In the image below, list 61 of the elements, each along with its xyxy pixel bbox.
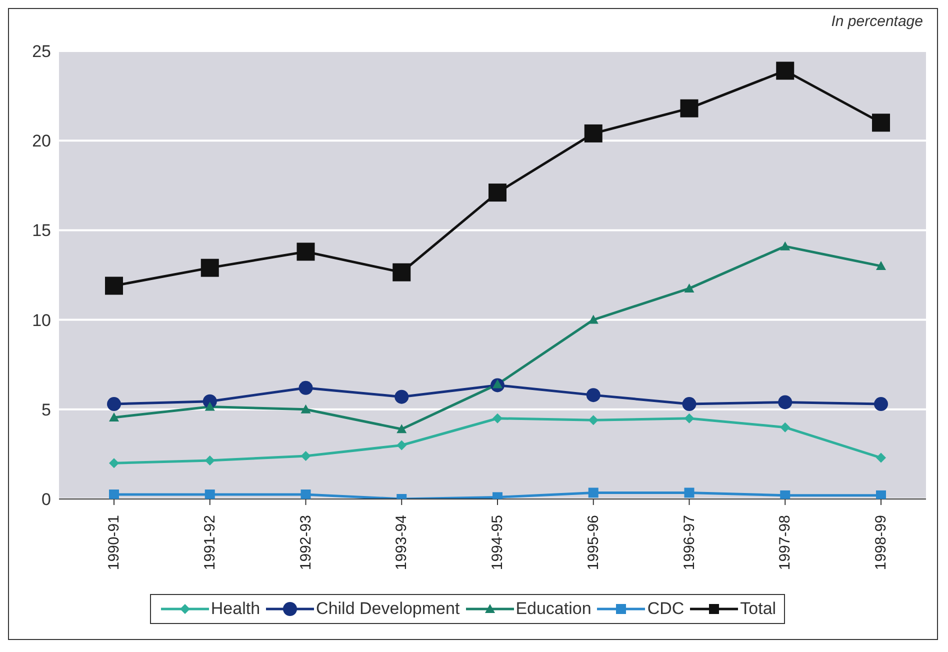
point	[298, 380, 313, 395]
x-tick-label: 1995-96	[584, 515, 602, 570]
point	[109, 458, 119, 468]
point	[876, 261, 886, 270]
point	[394, 390, 409, 404]
point	[300, 404, 311, 414]
point	[488, 184, 506, 202]
point	[109, 412, 119, 422]
x-tick-label: 1997-98	[776, 515, 794, 570]
y-tick-label: 5	[42, 400, 51, 420]
point	[682, 397, 696, 412]
point	[300, 450, 311, 461]
y-tick-label: 20	[32, 132, 51, 151]
legend-label: Health	[210, 599, 260, 619]
legend-label: Child Development	[316, 599, 460, 619]
point	[200, 258, 219, 277]
point	[584, 124, 602, 142]
point	[776, 62, 794, 80]
x-tick-label: 1990-91	[106, 515, 122, 570]
legend-label: CDC	[647, 599, 684, 619]
point	[107, 397, 121, 412]
y-tick-label: 10	[32, 310, 51, 330]
y-tick-label: 25	[32, 42, 51, 62]
point	[296, 242, 315, 261]
x-tick-label: 1996-97	[680, 515, 698, 570]
x-tick-label: 1993-94	[393, 515, 410, 570]
point	[588, 314, 598, 324]
legend-label: Total	[740, 599, 776, 619]
point	[780, 241, 790, 250]
point	[876, 490, 886, 499]
point	[392, 263, 411, 282]
point	[300, 490, 311, 499]
point	[780, 490, 790, 499]
text: In percentage	[831, 13, 923, 30]
x-tick-label: 1992-93	[297, 515, 314, 570]
point	[105, 276, 123, 295]
point	[492, 413, 502, 424]
point	[588, 488, 598, 498]
x-tick-label: 1994-95	[489, 515, 506, 570]
point	[684, 283, 694, 292]
point	[204, 402, 215, 411]
x-tick-label: 1991-92	[201, 515, 218, 570]
y-tick-label: 0	[42, 490, 51, 510]
point	[588, 415, 598, 426]
legend-label: Education	[516, 599, 592, 619]
point	[684, 413, 694, 424]
point	[204, 455, 215, 466]
point	[872, 114, 890, 132]
point	[684, 488, 694, 498]
point	[586, 388, 600, 402]
point	[109, 490, 119, 499]
point	[396, 440, 407, 450]
point	[874, 397, 888, 412]
point	[780, 422, 790, 432]
x-tick-label: 1998-99	[872, 515, 890, 570]
point	[204, 490, 215, 499]
y-tick-label: 15	[32, 221, 51, 240]
point	[778, 395, 792, 410]
point	[396, 424, 407, 434]
point	[680, 99, 698, 118]
point	[876, 452, 886, 463]
